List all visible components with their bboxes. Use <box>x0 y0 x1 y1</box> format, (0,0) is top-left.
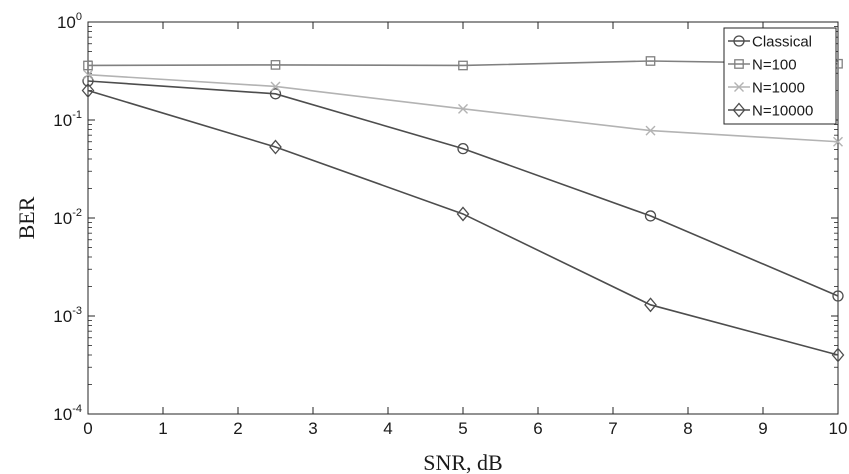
plot-frame <box>87 21 839 415</box>
data-point <box>458 60 468 71</box>
legend-label: N=10000 <box>752 103 813 120</box>
x-axis-label: SNR, dB <box>423 450 502 474</box>
series-n-1000 <box>83 69 843 147</box>
x-tick-label: 4 <box>383 419 392 438</box>
legend-marker <box>734 82 744 92</box>
series-line <box>87 80 839 297</box>
series-line <box>87 60 839 67</box>
data-point <box>645 56 656 66</box>
legend: Classical N=100 N=1000 N=10000 <box>723 27 837 125</box>
data-point <box>832 290 844 302</box>
x-tick-label: 9 <box>758 419 767 438</box>
x-tick-label: 6 <box>533 419 542 438</box>
series-n-10000 <box>81 82 845 363</box>
y-tick-label: 10-3 <box>53 305 82 326</box>
legend-entry: N=10000 <box>728 102 813 120</box>
x-tick-label: 8 <box>683 419 692 438</box>
data-point <box>457 143 469 155</box>
x-tick-label: 2 <box>233 419 242 438</box>
x-tick-label: 0 <box>83 419 92 438</box>
data-point <box>458 103 468 114</box>
data-point <box>83 60 93 71</box>
data-point <box>270 81 281 92</box>
x-tick-label: 7 <box>608 419 617 438</box>
series-layer <box>81 56 845 363</box>
x-tick-label: 1 <box>158 419 167 438</box>
y-axis-label: BER <box>14 196 39 239</box>
legend-label: N=1000 <box>752 80 805 97</box>
x-tick-label: 5 <box>458 419 467 438</box>
data-point <box>83 69 93 80</box>
data-point <box>644 210 657 222</box>
x-tick-label: 10 <box>829 419 848 438</box>
data-point <box>645 125 656 136</box>
legend-entry: N=1000 <box>728 80 805 97</box>
series-line <box>87 89 839 356</box>
y-tick-label: 10-1 <box>53 109 82 130</box>
y-tick-label: 10-2 <box>53 207 82 228</box>
data-point <box>833 136 843 147</box>
legend-marker <box>734 59 744 69</box>
axes: 0 1 2 3 4 5 6 7 8 9 10 100 10-1 10-2 10-3 10-4 <box>53 11 847 438</box>
plot-area <box>87 21 839 415</box>
data-point <box>270 60 281 70</box>
data-point <box>644 297 657 313</box>
legend-marker <box>733 35 745 47</box>
y-tick-label: 10-4 <box>53 403 82 424</box>
legend-label: N=100 <box>752 57 797 74</box>
x-tick-label: 3 <box>308 419 317 438</box>
series-classical <box>82 75 844 302</box>
legend-entry: N=100 <box>728 57 797 74</box>
data-point <box>81 82 95 99</box>
data-point <box>82 75 94 87</box>
data-point <box>269 88 282 100</box>
legend-entry: Classical <box>728 34 812 51</box>
data-point <box>456 206 470 222</box>
data-point <box>831 347 845 363</box>
y-tick-label: 100 <box>57 11 82 32</box>
data-point <box>269 139 282 155</box>
legend-marker <box>732 102 746 118</box>
legend-label: Classical <box>752 34 812 51</box>
